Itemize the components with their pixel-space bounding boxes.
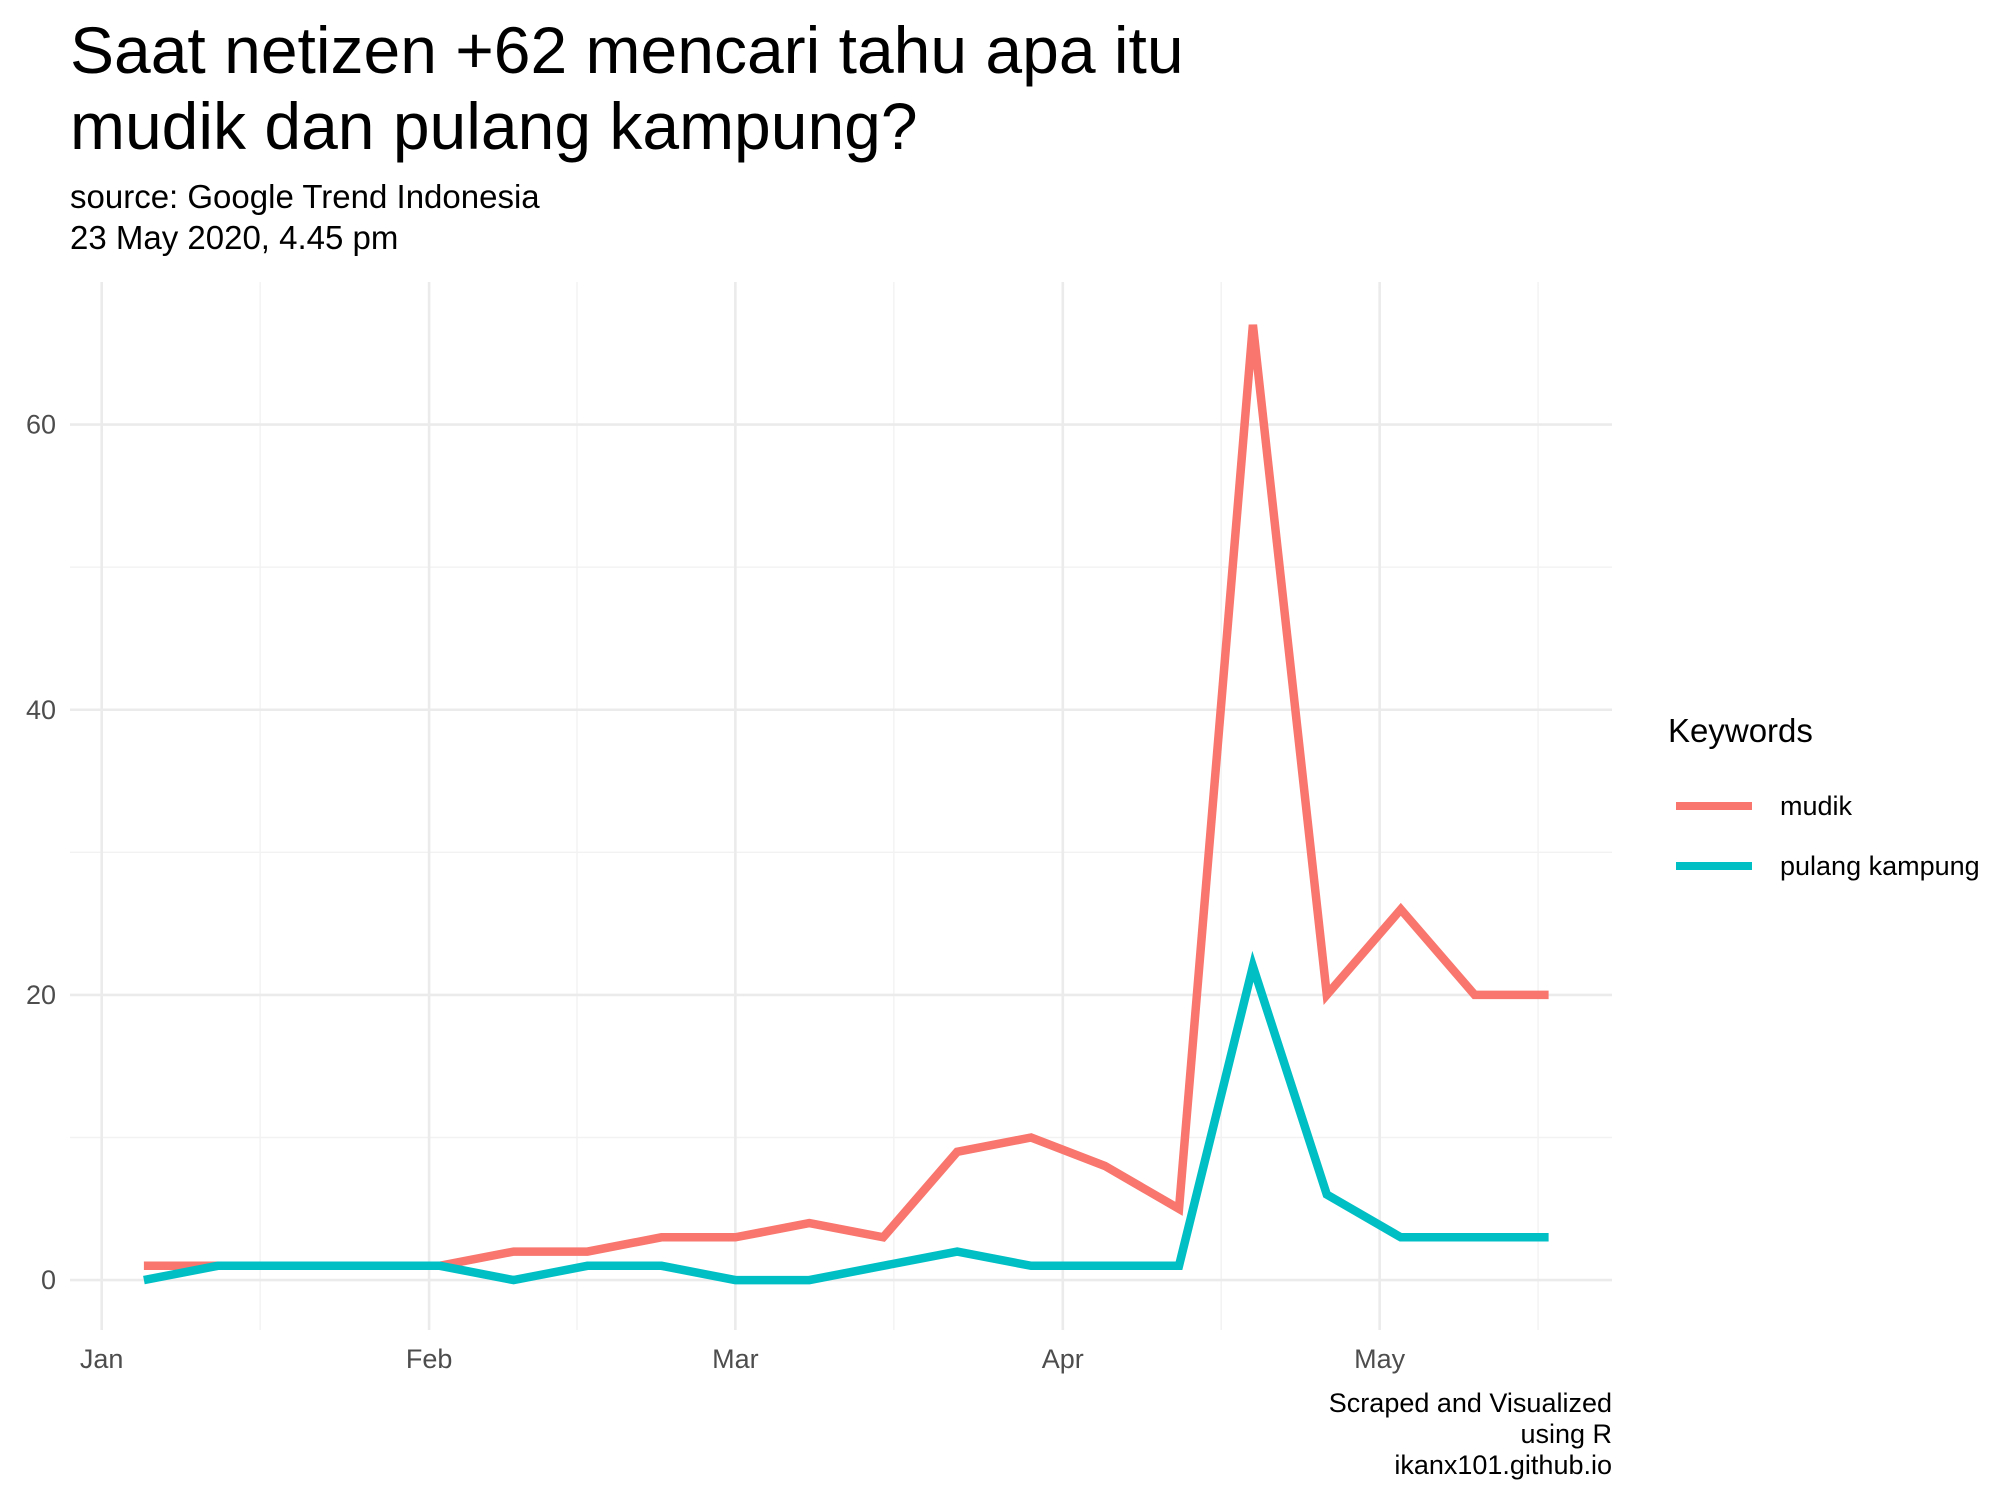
legend-key-pulang-kampung — [1676, 862, 1752, 870]
minor-gridlines — [70, 282, 1612, 1330]
legend: Keywords mudik pulang kampung — [1668, 712, 1980, 896]
y-axis-tick-labels: 0 20 40 60 — [26, 410, 56, 1296]
series-line-mudik — [143, 324, 1549, 1271]
legend-label-pulang-kampung: pulang kampung — [1780, 850, 1980, 881]
legend-label-mudik: mudik — [1780, 790, 1853, 821]
x-tick-label: Feb — [406, 1344, 453, 1374]
series-line-pulang-kampung — [143, 950, 1549, 1285]
x-tick-label: Jan — [80, 1344, 124, 1374]
legend-item-mudik: mudik — [1668, 776, 1980, 836]
chart-title-line-2: mudik dan pulang kampung? — [70, 89, 918, 163]
legend-title: Keywords — [1668, 712, 1813, 749]
x-tick-label: May — [1354, 1344, 1406, 1374]
chart-title: Saat netizen +62 mencari tahu apa itu mu… — [70, 12, 1570, 164]
x-tick-label: Apr — [1042, 1344, 1084, 1374]
major-gridlines — [70, 282, 1612, 1330]
chart-subtitle-date: 23 May 2020, 4.45 pm — [70, 219, 399, 256]
y-tick-label: 0 — [41, 1265, 56, 1295]
chart-title-line-1: Saat netizen +62 mencari tahu apa itu — [70, 13, 1184, 87]
caption-line-3: ikanx101.github.io — [1394, 1450, 1612, 1480]
legend-key-mudik — [1676, 802, 1752, 810]
legend-item-pulang-kampung: pulang kampung — [1668, 836, 1980, 896]
series-lines — [143, 324, 1549, 1285]
chart-caption: Scraped and Visualized using R ikanx101.… — [1329, 1388, 1612, 1481]
y-tick-label: 60 — [26, 410, 56, 440]
x-axis-tick-labels: Jan Feb Mar Apr May — [80, 1344, 1406, 1374]
y-tick-label: 40 — [26, 695, 56, 725]
y-tick-label: 20 — [26, 980, 56, 1010]
chart-subtitle: source: Google Trend Indonesia 23 May 20… — [70, 176, 540, 258]
caption-line-2: using R — [1520, 1419, 1612, 1449]
x-tick-label: Mar — [712, 1344, 759, 1374]
caption-line-1: Scraped and Visualized — [1328, 1388, 1612, 1418]
chart-subtitle-source: source: Google Trend Indonesia — [70, 178, 540, 215]
